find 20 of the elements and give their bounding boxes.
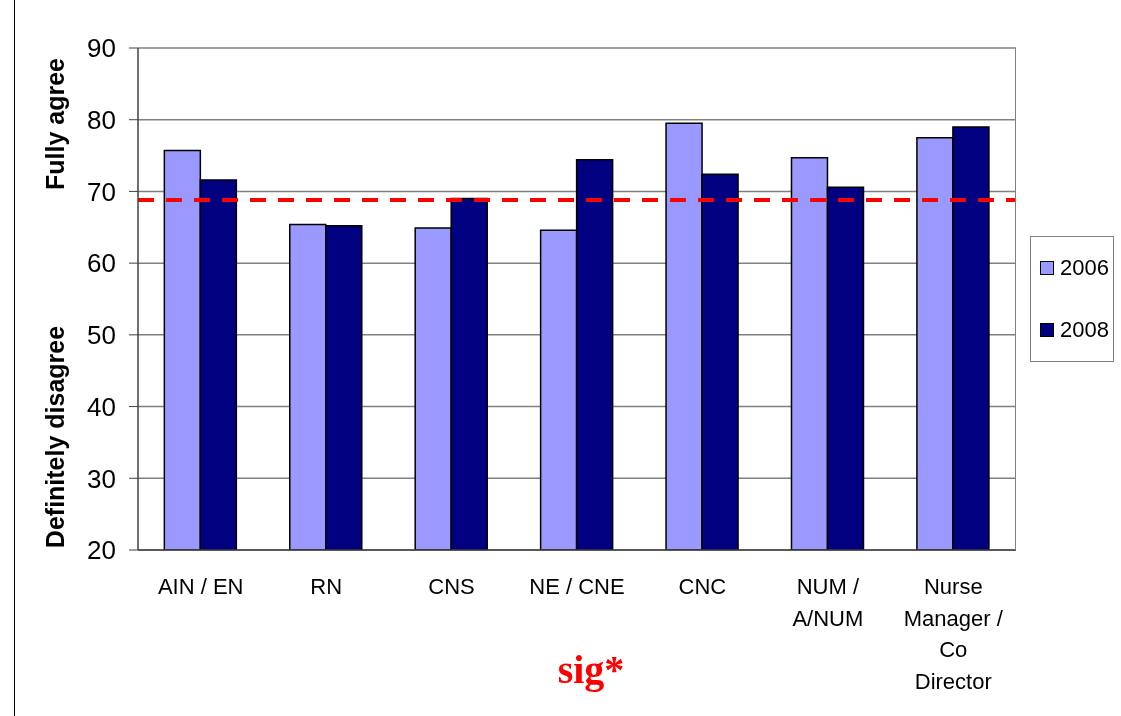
y-tick-label: 90 xyxy=(87,33,116,64)
x-tick-label: AIN / EN xyxy=(157,574,244,599)
x-tick-label: Nurse Manager / Co Director xyxy=(903,574,1004,694)
y-tick-label: 40 xyxy=(87,391,116,422)
x-tick-label: NE / CNE xyxy=(529,574,625,599)
y-tick-label: 30 xyxy=(87,463,116,494)
text: Fully agree xyxy=(40,58,69,190)
text: sig* xyxy=(557,647,625,692)
y-tick-label: 20 xyxy=(87,535,116,566)
legend-label: 2006 xyxy=(1060,255,1109,280)
x-tick-label: RN xyxy=(310,574,343,599)
x-tick-label: CNS xyxy=(428,574,475,599)
y-tick-label: 70 xyxy=(87,176,116,207)
x-tick-label: NUM / A/NUM xyxy=(792,574,864,631)
text: Definitely disagree xyxy=(40,325,69,549)
x-tick-label: CNC xyxy=(678,574,727,599)
y-tick-label: 60 xyxy=(87,248,116,279)
legend-label: 2008 xyxy=(1060,317,1109,342)
y-tick-label: 80 xyxy=(87,104,116,135)
y-tick-label: 50 xyxy=(87,320,116,351)
